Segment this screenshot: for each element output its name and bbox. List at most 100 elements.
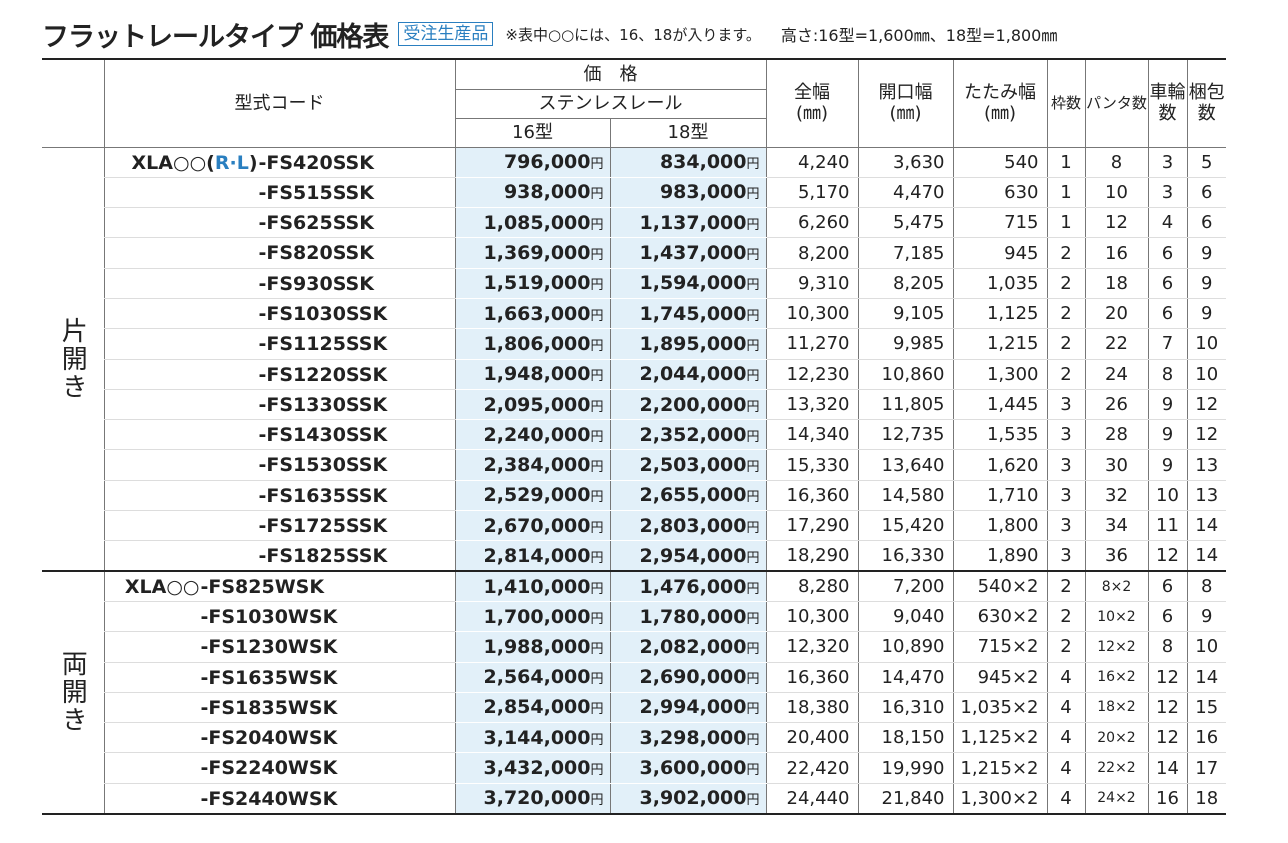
cell: 28 xyxy=(1084,419,1148,451)
cell: 8,205 xyxy=(857,268,953,299)
cell: 12 xyxy=(1186,389,1226,421)
header-line: 車輪 xyxy=(1149,82,1186,104)
cell: 2 xyxy=(1046,268,1085,299)
table-row: -FS930SSK 1,519,000円 1,594,000円 9,310 8,205 1… xyxy=(42,268,1226,299)
code-text: -FS1330SSK xyxy=(258,393,388,416)
code-text: -FS930SSK xyxy=(258,272,374,295)
code-text: -FS2440WSK xyxy=(200,787,338,810)
cell: 6,260 xyxy=(765,207,858,239)
code-text: -FS1430SSK xyxy=(258,424,388,447)
cell: 1,215 xyxy=(952,328,1047,360)
cell: 12 xyxy=(1147,722,1187,754)
price: 2,814,000円 xyxy=(454,540,610,573)
group-label: 片開き xyxy=(42,147,104,573)
price: 1,476,000円 xyxy=(609,571,766,602)
code-text: -FS2040WSK xyxy=(200,727,338,750)
cell: 9 xyxy=(1186,601,1226,633)
cell: 2 xyxy=(1046,328,1085,360)
header-cell: たたみ幅 (㎜) xyxy=(952,58,1047,148)
header-row: 16型 18型 xyxy=(42,118,1226,148)
cell: 18,380 xyxy=(765,692,858,724)
cell: 945 xyxy=(952,237,1047,269)
cell: 12 xyxy=(1084,207,1148,239)
cell: 17,290 xyxy=(765,510,858,542)
price-number: 2,044,000 xyxy=(639,363,747,386)
code-text: -FS1125SSK xyxy=(258,333,388,356)
table-row: -FS1230WSK 1,988,000円 2,082,000円 12,320 10,8… xyxy=(42,631,1226,663)
header-row: ステンレスレール xyxy=(42,89,1226,119)
price: 2,200,000円 xyxy=(609,389,766,421)
cell: 11,270 xyxy=(765,328,858,360)
price-number: 3,298,000 xyxy=(639,726,747,749)
price: 1,410,000円 xyxy=(454,571,610,602)
code-text: -FS1030WSK xyxy=(200,605,338,628)
prefix-part: XLA○○( xyxy=(131,151,215,174)
price-number: 1,437,000 xyxy=(639,242,747,265)
header-cell: 枠数 xyxy=(1046,58,1085,148)
price: 2,954,000円 xyxy=(609,540,766,573)
yen: 円 xyxy=(590,520,604,536)
price: 1,594,000円 xyxy=(609,268,766,299)
yen: 円 xyxy=(590,399,604,415)
yen: 円 xyxy=(590,611,604,627)
price: 3,600,000円 xyxy=(609,752,766,784)
cell: 3 xyxy=(1046,389,1085,421)
price: 2,095,000円 xyxy=(454,389,610,421)
cell: 3 xyxy=(1147,147,1187,178)
model-code: -FS2240WSK xyxy=(103,752,455,784)
cell: 24×2 xyxy=(1084,783,1148,815)
cell: 12,735 xyxy=(857,419,953,451)
header-line: 全幅 xyxy=(794,82,830,104)
cell: 20×2 xyxy=(1084,722,1148,754)
header-cell: 価 格 xyxy=(454,58,766,90)
table-row: -FS2040WSK 3,144,000円 3,298,000円 20,400 18,1… xyxy=(42,722,1226,754)
header-line: (㎜) xyxy=(983,103,1017,125)
cell: 10 xyxy=(1147,480,1187,512)
table-row: -FS1030SSK 1,663,000円 1,745,000円 10,300 9,10… xyxy=(42,298,1226,330)
code-prefix: XLA○○(R·L) xyxy=(132,152,258,174)
cell: 14 xyxy=(1186,540,1226,573)
cell: 1,710 xyxy=(952,480,1047,512)
cell: 945×2 xyxy=(952,662,1047,693)
header-row: 型式コード価 格全幅 (㎜) 開口幅 (㎜) たたみ幅 (㎜) 枠数 パンタ数 車輪数梱包数 xyxy=(42,58,1226,148)
price-number: 938,000 xyxy=(503,181,591,204)
yen: 円 xyxy=(590,581,604,597)
price-number: 1,137,000 xyxy=(639,211,747,234)
model-code: -FS1530SSK xyxy=(103,449,455,481)
cell: 22,420 xyxy=(765,752,858,784)
model-code: -FS1430SSK xyxy=(103,419,455,451)
header-line: たたみ幅 xyxy=(964,82,1036,104)
code-text: -FS1835WSK xyxy=(200,696,338,719)
price-number: 2,095,000 xyxy=(483,393,591,416)
price: 1,369,000円 xyxy=(454,237,610,269)
price: 3,902,000円 xyxy=(609,783,766,815)
cell: 715 xyxy=(952,207,1047,239)
table-row: -FS1635WSK 2,564,000円 2,690,000円 16,360 14,4… xyxy=(42,662,1226,693)
yen: 円 xyxy=(590,672,604,688)
cell: 12,230 xyxy=(765,359,858,390)
cell: 10 xyxy=(1186,359,1226,390)
code-text: -FS1635SSK xyxy=(258,484,388,507)
yen: 円 xyxy=(590,157,604,173)
prefix-part: R·L xyxy=(214,151,249,174)
price-number: 3,720,000 xyxy=(483,787,591,810)
yen: 円 xyxy=(746,550,760,566)
price-number: 1,780,000 xyxy=(639,605,747,628)
model-code: -FS1725SSK xyxy=(103,510,455,542)
price: 1,745,000円 xyxy=(609,298,766,330)
group-label: 両開き xyxy=(42,571,104,815)
cell: 12 xyxy=(1147,662,1187,693)
yen: 円 xyxy=(590,490,604,506)
price-number: 2,670,000 xyxy=(483,514,591,537)
cell: 4,470 xyxy=(857,177,953,209)
yen: 円 xyxy=(590,187,604,203)
table-row: -FS1530SSK 2,384,000円 2,503,000円 15,330 13,6… xyxy=(42,449,1226,481)
price: 983,000円 xyxy=(609,177,766,209)
cell: 14,470 xyxy=(857,662,953,693)
cell: 12×2 xyxy=(1084,631,1148,663)
cell: 20 xyxy=(1084,298,1148,330)
price-number: 2,655,000 xyxy=(639,484,747,507)
price-number: 2,082,000 xyxy=(639,635,747,658)
header-line: 開口幅 xyxy=(878,82,933,104)
prefix-part: ) xyxy=(248,151,258,174)
